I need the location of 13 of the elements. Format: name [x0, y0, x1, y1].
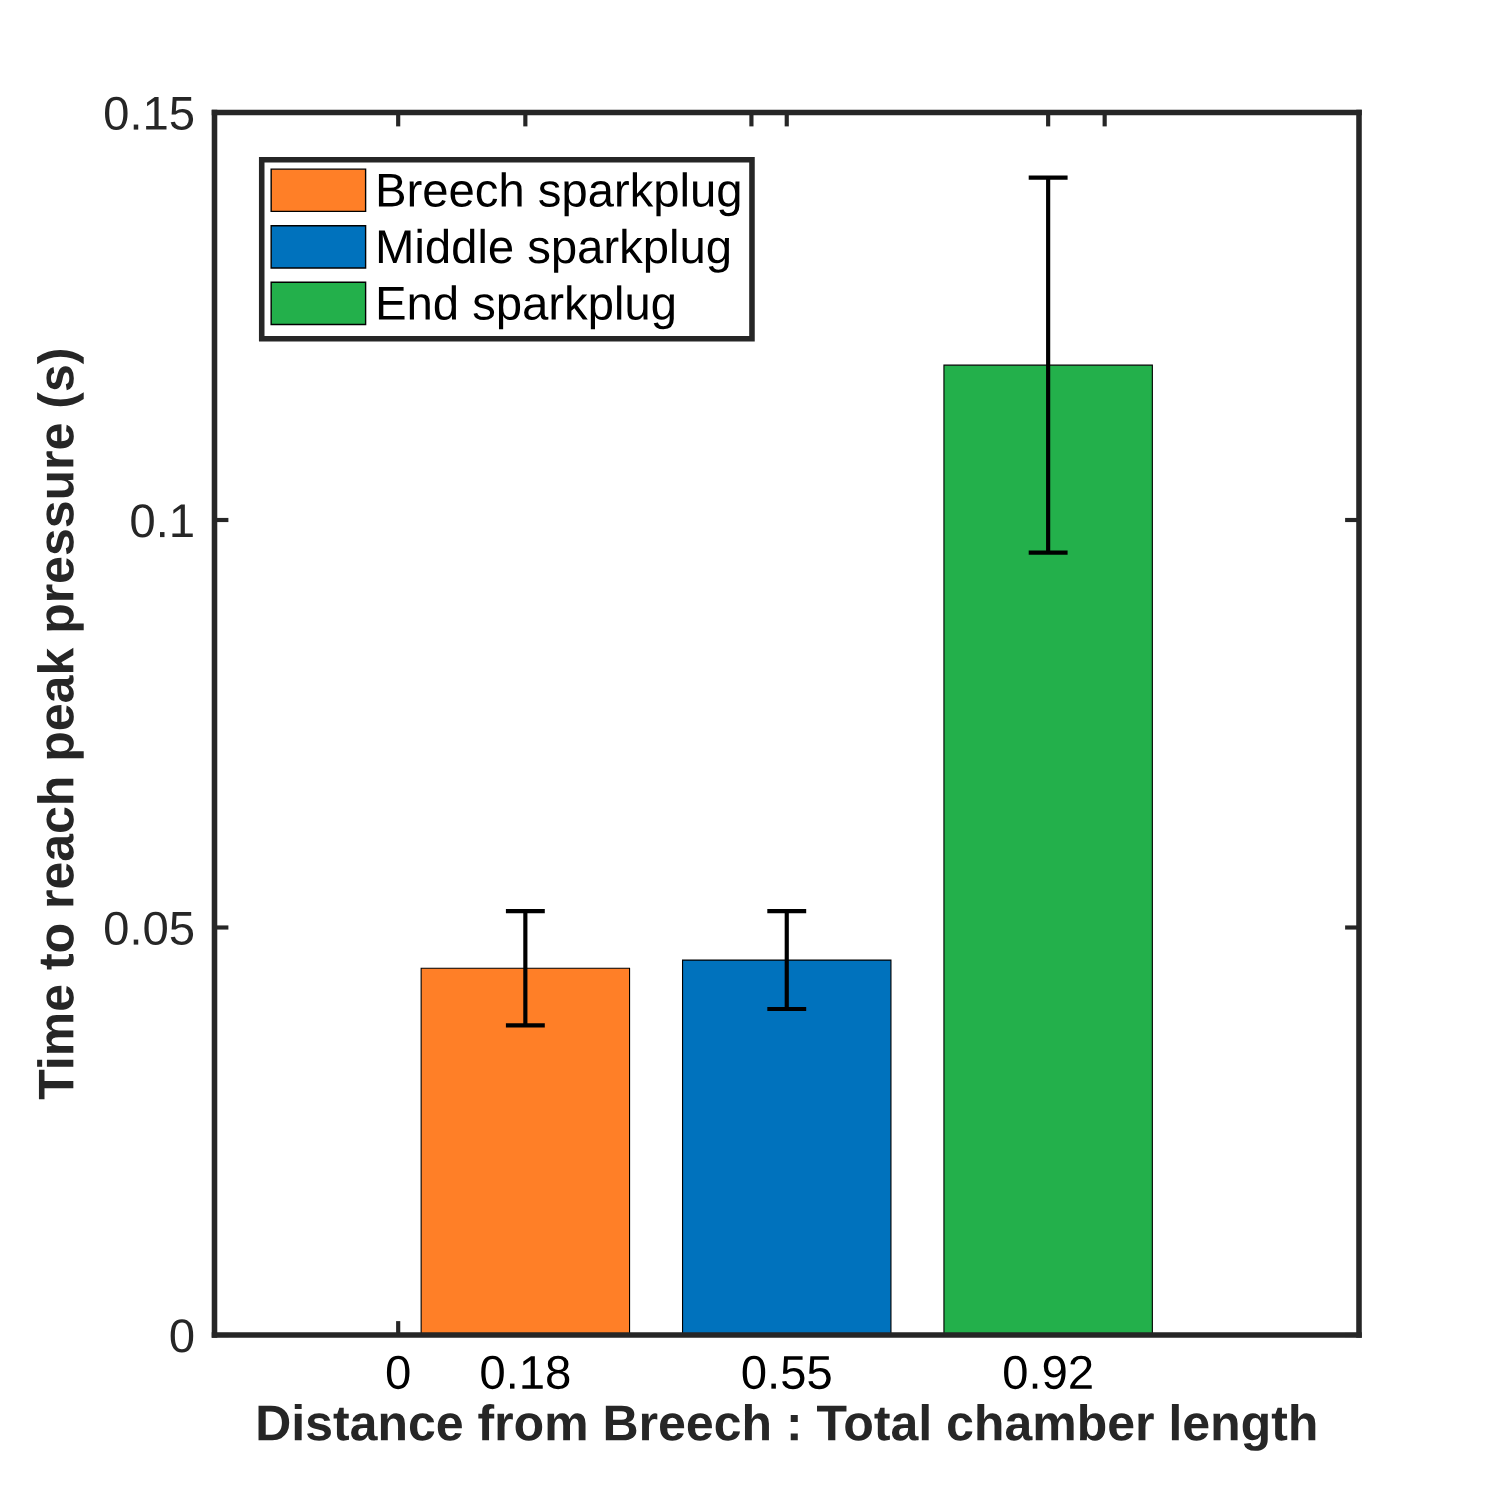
y-tick-label: 0.15	[105, 96, 194, 131]
y-tick-label: 0.1	[131, 504, 193, 538]
x-tick-label: 0.18	[481, 1355, 570, 1390]
x-tick-label: 0.92	[1004, 1355, 1092, 1390]
y-axis-title: Time to reach peak pressure (s)	[37, 350, 84, 1100]
x-tick-label: 0.55	[742, 1355, 831, 1390]
legend-label: End sparkplug	[378, 285, 674, 330]
y-tick-label: 0	[170, 1319, 194, 1353]
x-tick-label: 0	[386, 1355, 410, 1390]
legend-label: Middle sparkplug	[378, 228, 729, 273]
legend-label: Breech sparkplug	[378, 172, 740, 217]
y-tick-label: 0.05	[105, 911, 194, 946]
x-axis-title: Distance from Breech : Total chamber length	[258, 1404, 1316, 1451]
